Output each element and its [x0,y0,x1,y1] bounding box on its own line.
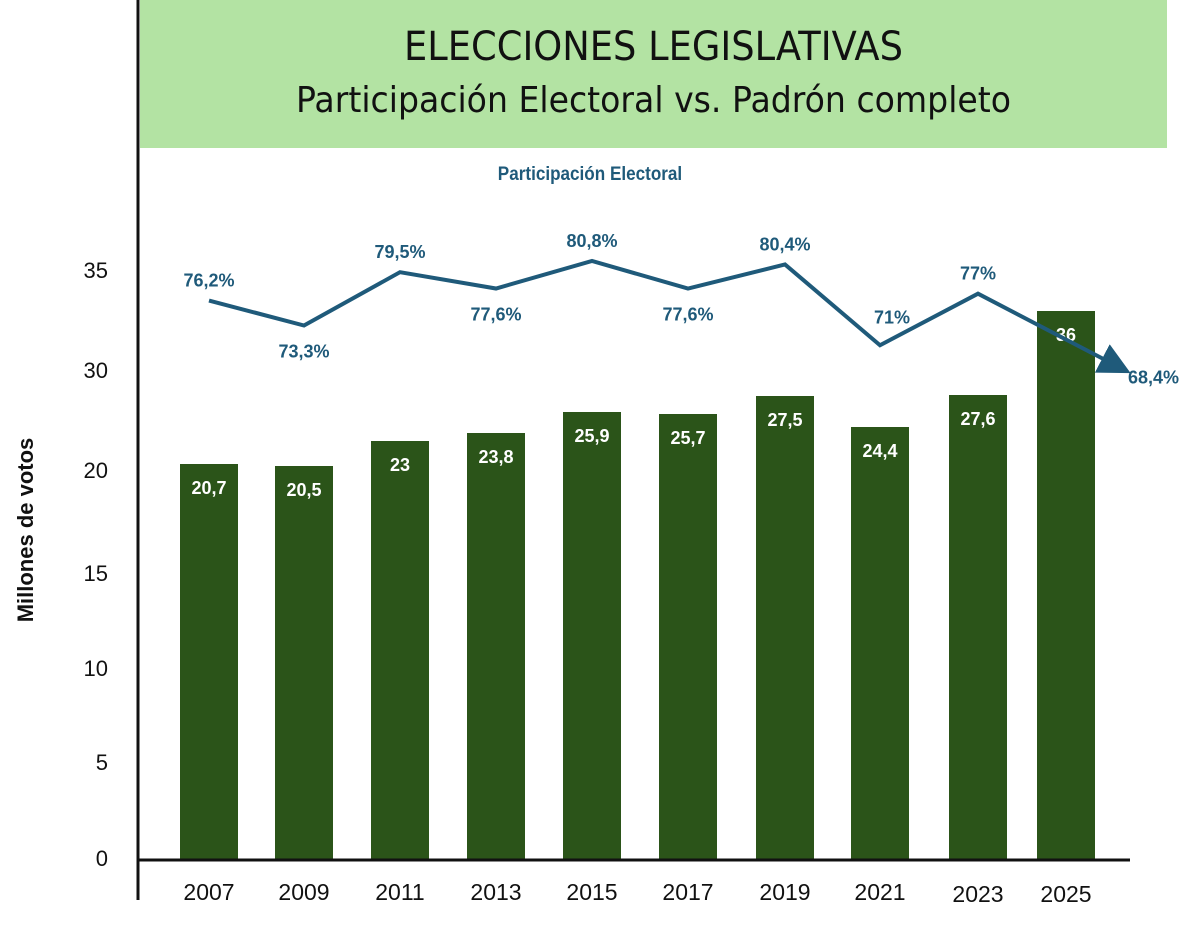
bar [563,412,621,860]
x-tick-label: 2025 [1040,881,1091,907]
bar-value-label: 24,4 [862,441,897,461]
bar-value-label: 25,7 [670,428,705,448]
bar [180,464,238,860]
x-tick-label: 2017 [662,879,713,905]
y-axis-ticks: 35 30 20 15 10 5 0 [84,258,108,871]
y-tick-label: 35 [84,258,108,283]
line-value-label: 77,6% [662,305,713,325]
x-tick-label: 2019 [759,879,810,905]
line-value-label: 79,5% [374,242,425,262]
line-value-label: 76,2% [183,271,234,291]
y-tick-label: 0 [96,846,108,871]
bar [467,433,525,860]
x-tick-label: 2009 [278,879,329,905]
x-axis-labels: 2007 2009 2011 2013 2015 2017 2019 2021 2023 2025 [183,879,1091,907]
line-value-label: 73,3% [278,342,329,362]
bar-value-label: 27,6 [960,409,995,429]
bar [756,396,814,860]
line-series-title: Participación Electoral [497,164,683,185]
line-value-label: 71% [874,307,910,327]
line-value-label: 68,4% [1128,368,1179,388]
line-series [208,258,1131,374]
bar-data-labels: 20,7 20,523 23,825,9 25,727,524,427,636 [191,325,1076,500]
bar [371,441,429,860]
y-tick-label: 10 [84,656,108,681]
line-data-labels: 76,2% 73,3% 79,5% 77,6% 80,8% 77,6% 80,4% 71% 77… [183,231,1179,388]
line-value-label: 80,8% [566,231,617,251]
bar-value-label: 23,8 [478,447,513,467]
y-tick-label: 30 [84,358,108,383]
bar-value-label: 20,5 [286,480,321,500]
bar-value-label: 25,9 [574,426,609,446]
chart-title: ELECCIONES LEGISLATIVAS [404,24,903,70]
chart-subtitle: Participación Electoral vs. Padrón compl… [295,80,1012,121]
chart-header: ELECCIONES LEGISLATIVAS Participación El… [140,0,1167,148]
y-tick-label: 5 [96,750,108,775]
bar-value-label: 23 [390,455,410,475]
bar [1037,311,1095,860]
x-tick-label: 2015 [566,879,617,905]
bar-value-label: 20,7 [191,478,226,498]
x-tick-label: 2007 [183,879,234,905]
bar [659,414,717,860]
x-tick-label: 2021 [854,879,905,905]
participation-line [208,258,1131,374]
x-tick-label: 2023 [952,881,1003,907]
bar [851,427,909,860]
x-tick-label: 2013 [470,879,521,905]
line-value-label: 80,4% [759,234,810,254]
line-value-label: 77% [960,264,996,284]
bar [949,395,1007,860]
x-tick-label: 2011 [375,879,424,905]
bar-series [180,311,1095,860]
bar-value-label: 27,5 [767,410,802,430]
line-value-label: 77,6% [470,305,521,325]
y-tick-label: 15 [84,561,108,586]
y-tick-label: 20 [84,458,108,483]
bar [275,466,333,860]
